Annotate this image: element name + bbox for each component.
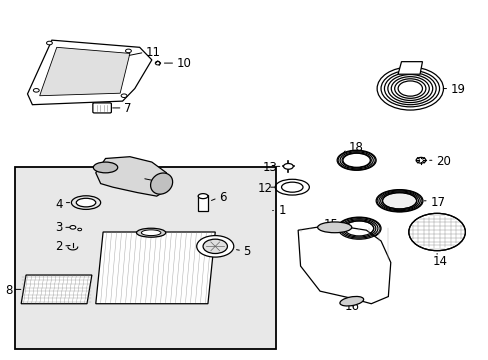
- Ellipse shape: [376, 67, 443, 110]
- Polygon shape: [397, 62, 422, 74]
- FancyBboxPatch shape: [93, 103, 111, 113]
- Ellipse shape: [375, 190, 422, 212]
- Ellipse shape: [339, 296, 363, 306]
- Bar: [15, 167, 276, 348]
- Text: 8: 8: [5, 284, 12, 297]
- Polygon shape: [96, 157, 168, 196]
- Text: 3: 3: [55, 221, 62, 234]
- Ellipse shape: [150, 173, 172, 194]
- Ellipse shape: [76, 198, 96, 207]
- Text: 16: 16: [344, 300, 359, 313]
- Ellipse shape: [336, 217, 380, 240]
- Text: 9: 9: [155, 175, 163, 188]
- Text: 10: 10: [176, 57, 191, 70]
- Polygon shape: [40, 47, 130, 96]
- Text: 7: 7: [124, 102, 131, 115]
- Polygon shape: [298, 225, 390, 304]
- Text: 6: 6: [219, 191, 226, 204]
- Ellipse shape: [141, 230, 161, 235]
- Ellipse shape: [121, 94, 127, 98]
- Text: 12: 12: [257, 182, 272, 195]
- Polygon shape: [27, 40, 152, 105]
- Ellipse shape: [408, 213, 465, 251]
- Ellipse shape: [281, 182, 303, 192]
- Text: 14: 14: [431, 255, 447, 268]
- Ellipse shape: [155, 61, 160, 65]
- Ellipse shape: [203, 239, 227, 253]
- Ellipse shape: [382, 193, 416, 209]
- Ellipse shape: [283, 163, 293, 169]
- Polygon shape: [96, 232, 215, 304]
- Ellipse shape: [125, 49, 131, 53]
- Text: 13: 13: [263, 161, 277, 174]
- Bar: [198, 195, 207, 211]
- Text: 18: 18: [347, 141, 363, 154]
- Ellipse shape: [93, 162, 118, 173]
- Text: 20: 20: [435, 155, 449, 168]
- Text: 19: 19: [450, 83, 465, 96]
- Text: 17: 17: [429, 196, 445, 209]
- Polygon shape: [21, 275, 92, 304]
- Ellipse shape: [415, 157, 425, 163]
- Ellipse shape: [33, 89, 39, 92]
- Ellipse shape: [198, 194, 207, 199]
- Ellipse shape: [336, 150, 375, 170]
- Text: 15: 15: [324, 217, 338, 231]
- Text: 1: 1: [278, 204, 285, 217]
- Ellipse shape: [46, 41, 52, 45]
- Ellipse shape: [70, 226, 76, 229]
- Text: 11: 11: [146, 46, 161, 59]
- Ellipse shape: [78, 228, 81, 231]
- Ellipse shape: [196, 235, 233, 257]
- Text: 2: 2: [55, 240, 62, 253]
- Text: 4: 4: [56, 198, 63, 211]
- Ellipse shape: [317, 222, 351, 233]
- Ellipse shape: [136, 228, 165, 237]
- Text: 5: 5: [243, 244, 250, 257]
